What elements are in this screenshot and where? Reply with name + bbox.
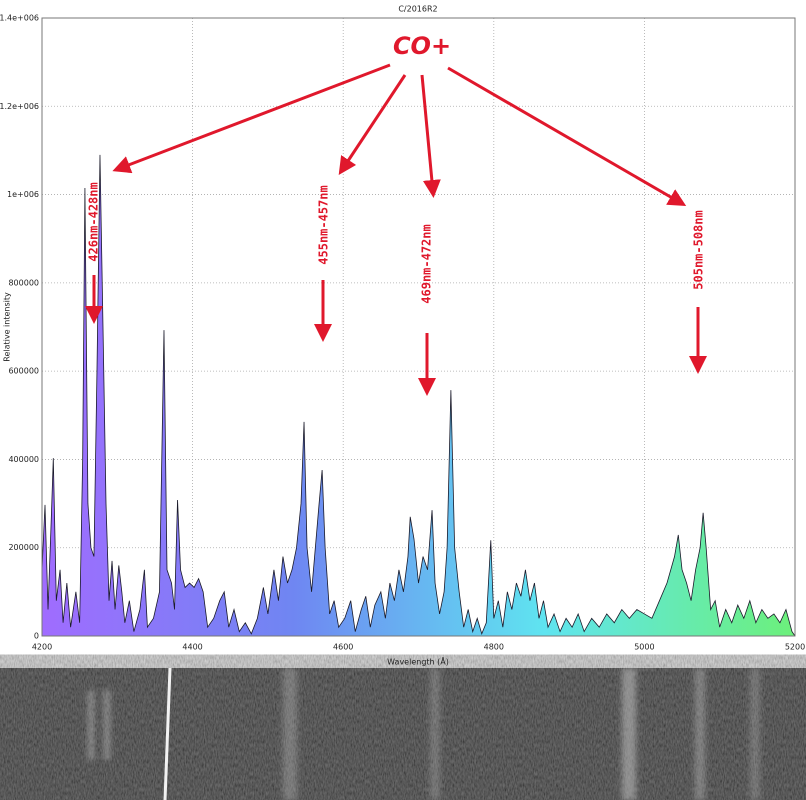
x-tick-label: 4800 (484, 643, 504, 652)
annotation: CO+ (393, 32, 451, 60)
y-tick-label: 1.2e+006 (0, 102, 39, 111)
y-tick-label: 600000 (8, 367, 39, 376)
annotation: 505nm-508nm (692, 210, 706, 289)
x-tick-label: 5200 (785, 643, 805, 652)
spectrogram-image (0, 667, 806, 800)
annotation: 469nm-472nm (420, 224, 434, 303)
y-tick-label: 800000 (8, 278, 39, 287)
y-tick-label: 1e+006 (7, 190, 39, 199)
y-tick-label: 400000 (8, 455, 39, 464)
chart-background (0, 0, 806, 668)
x-tick-label: 4600 (333, 643, 353, 652)
annotations: CO+ 426nm-428nm 455nm-457nm 469nm-472nm … (85, 32, 707, 396)
y-tick-label: 200000 (8, 543, 39, 552)
y-tick-label: 1.4e+006 (0, 14, 39, 23)
spectrum-area (42, 154, 795, 636)
y-axis-label: Relative intensity (3, 292, 12, 362)
x-tick-label: 4200 (32, 643, 52, 652)
plot-frame (41, 17, 796, 637)
x-axis-label: Wavelength (Å) (387, 656, 449, 667)
annotation: 426nm-428nm (87, 182, 101, 261)
x-tick-label: 5000 (634, 643, 654, 652)
y-tick-label: 0 (34, 632, 39, 641)
x-tick-label: 4400 (182, 643, 202, 652)
annotation: 455nm-457nm (317, 185, 331, 264)
chart-title: C/2016R2 (398, 5, 437, 14)
spectrum-line (41, 154, 796, 637)
